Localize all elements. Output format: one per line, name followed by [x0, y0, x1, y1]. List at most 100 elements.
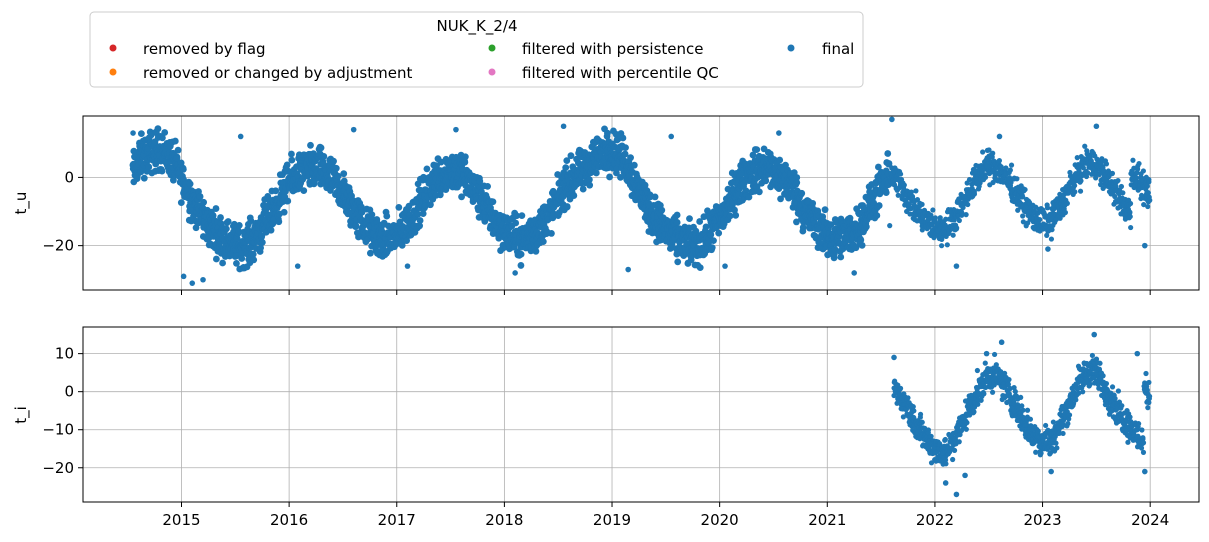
data-point: [350, 126, 357, 133]
data-point: [1062, 209, 1069, 216]
data-point: [1074, 155, 1080, 161]
y-tick-label: −10: [42, 421, 74, 439]
data-point: [586, 181, 594, 189]
data-point: [563, 203, 571, 210]
data-point: [1048, 468, 1054, 475]
data-point: [280, 208, 288, 216]
data-point: [1146, 179, 1152, 185]
data-point: [161, 129, 169, 136]
data-point: [891, 354, 897, 361]
data-point: [179, 165, 187, 173]
data-point: [857, 236, 865, 244]
data-point: [993, 362, 999, 368]
data-point: [320, 153, 328, 160]
data-point: [1112, 395, 1118, 402]
data-point: [875, 202, 883, 209]
data-point: [294, 263, 301, 269]
data-point: [943, 216, 949, 222]
data-point: [1049, 227, 1055, 233]
data-point: [1037, 217, 1043, 223]
data-point: [943, 461, 949, 467]
data-point: [1147, 197, 1153, 203]
data-point: [1006, 376, 1012, 383]
data-point: [809, 199, 817, 207]
data-point: [1065, 421, 1071, 427]
data-point: [517, 262, 525, 269]
legend-label-percentile-qc: filtered with percentile QC: [522, 64, 719, 82]
x-tick-label: 2015: [162, 511, 200, 529]
data-point: [851, 270, 857, 276]
series-final-t-i: [891, 331, 1153, 498]
data-point: [1073, 397, 1079, 403]
data-point: [707, 231, 715, 239]
data-point: [749, 151, 757, 159]
data-point: [956, 439, 962, 445]
data-point: [989, 389, 996, 395]
data-point: [173, 154, 181, 162]
data-point: [944, 242, 950, 248]
data-point: [939, 243, 945, 249]
data-point: [217, 214, 224, 221]
data-point: [731, 206, 738, 214]
data-point: [651, 193, 659, 201]
data-point: [585, 176, 593, 184]
data-point: [237, 133, 244, 140]
data-point: [476, 177, 484, 185]
legend-label-removed-by-flag: removed by flag: [143, 40, 266, 58]
x-tick-label: 2024: [1131, 511, 1169, 529]
data-point: [1035, 428, 1041, 434]
data-point: [950, 232, 956, 238]
data-point: [978, 397, 984, 403]
data-point: [212, 255, 220, 263]
data-point: [1140, 440, 1147, 446]
data-point: [963, 212, 969, 218]
data-point: [919, 419, 925, 425]
data-point: [489, 198, 497, 206]
legend-marker-percentile-qc: [488, 68, 496, 76]
data-point: [1140, 449, 1147, 455]
data-point: [953, 491, 960, 498]
axes-t-i: 100−10−20 2015 2016 2017 2018 2019 2020 2021 20…: [12, 326, 1200, 529]
data-point: [158, 167, 166, 175]
data-point: [1089, 352, 1095, 359]
data-point: [1120, 190, 1126, 196]
data-point: [726, 212, 734, 220]
yticks-t-u: 0 −20: [42, 168, 83, 255]
data-point: [423, 165, 431, 173]
data-point: [942, 436, 948, 443]
data-point: [238, 255, 246, 262]
data-point: [956, 217, 962, 224]
legend-marker-removed-adjustment: [109, 68, 117, 76]
data-point: [928, 433, 934, 439]
data-point: [942, 457, 949, 463]
x-tick-label: 2023: [1023, 511, 1061, 529]
data-point: [887, 223, 893, 229]
data-point: [776, 156, 784, 164]
data-point: [1103, 161, 1110, 167]
data-point: [1136, 421, 1142, 427]
data-point: [686, 215, 693, 223]
data-point: [908, 189, 915, 195]
data-point: [288, 150, 295, 158]
y-tick-label: 10: [55, 345, 74, 363]
legend-frame: [89, 11, 864, 88]
data-point: [821, 206, 829, 214]
data-point: [1020, 194, 1026, 200]
data-point: [1044, 232, 1050, 238]
legend: NUK_K_2/4 removed by flag filtered with …: [89, 11, 864, 88]
data-point: [983, 350, 990, 357]
data-point: [895, 192, 901, 198]
data-point: [340, 170, 348, 178]
data-point: [383, 212, 391, 220]
data-point: [1119, 403, 1125, 409]
data-point: [200, 276, 206, 283]
data-point: [604, 129, 611, 137]
data-point: [793, 179, 801, 186]
data-point: [154, 125, 162, 133]
data-point: [1064, 200, 1070, 206]
data-point: [283, 161, 291, 169]
data-point: [1093, 175, 1099, 181]
data-point: [1019, 403, 1025, 409]
data-point: [837, 253, 845, 261]
data-point: [159, 134, 166, 142]
